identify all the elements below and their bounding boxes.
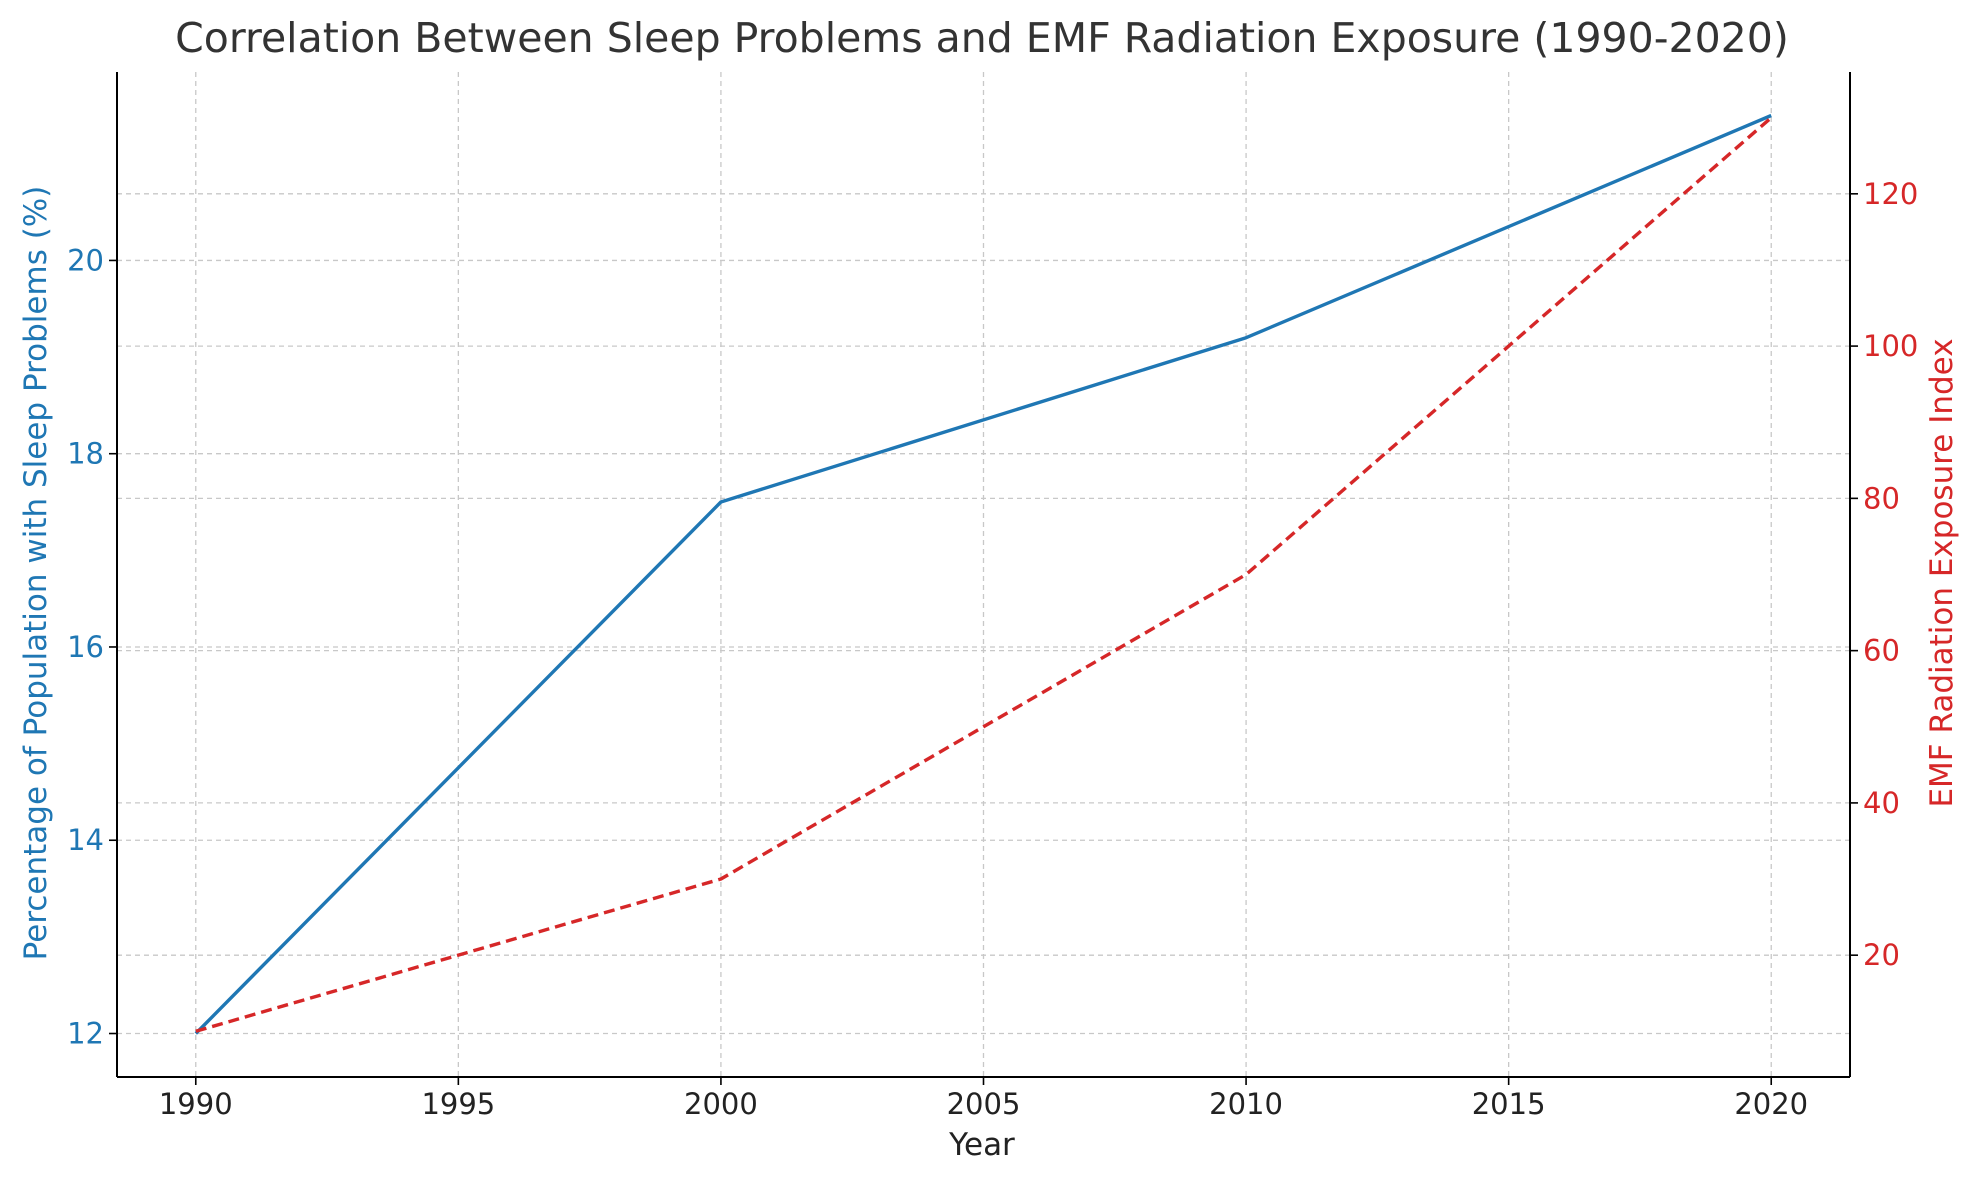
x-tick-label: 2000 <box>684 1087 758 1121</box>
y-right-tick-label: 60 <box>1863 634 1900 668</box>
y-right-tick-label: 80 <box>1863 481 1900 515</box>
y-left-tick-label: 16 <box>67 630 104 664</box>
series-lines <box>194 113 1773 1035</box>
y-left-tick-label: 14 <box>67 823 104 857</box>
grid-lines <box>117 72 1850 1077</box>
x-tick-label: 2005 <box>947 1087 1021 1121</box>
y-right-tick-label: 120 <box>1863 177 1918 211</box>
chart-title: Correlation Between Sleep Problems and E… <box>175 14 1789 62</box>
series-line-emf-exposure <box>195 116 1773 1033</box>
y-axis-right-title: EMF Radiation Exposure Index <box>1924 338 1960 807</box>
y-right-tick-label: 40 <box>1863 786 1900 820</box>
x-tick-label: 2015 <box>1472 1087 1546 1121</box>
y-right-tick-label: 20 <box>1863 938 1900 972</box>
x-tick-label: 2010 <box>1209 1087 1283 1121</box>
x-tick-label: 1990 <box>159 1087 233 1121</box>
y-left-tick-label: 20 <box>67 243 104 277</box>
series-line-sleep-problems <box>194 113 1772 1035</box>
y-right-tick-label: 100 <box>1863 329 1918 363</box>
y-left-tick-label: 18 <box>67 437 104 471</box>
y-left-tick-label: 12 <box>67 1017 104 1051</box>
axes: 1990 1995 2000 2005 2010 2015 2020121416182020… <box>67 72 1918 1121</box>
y-axis-left-title: Percentage of Population with Sleep Prob… <box>18 186 54 961</box>
x-tick-label: 1995 <box>421 1087 495 1121</box>
x-tick-label: 2020 <box>1734 1087 1808 1121</box>
x-axis-title: Year <box>948 1127 1015 1163</box>
